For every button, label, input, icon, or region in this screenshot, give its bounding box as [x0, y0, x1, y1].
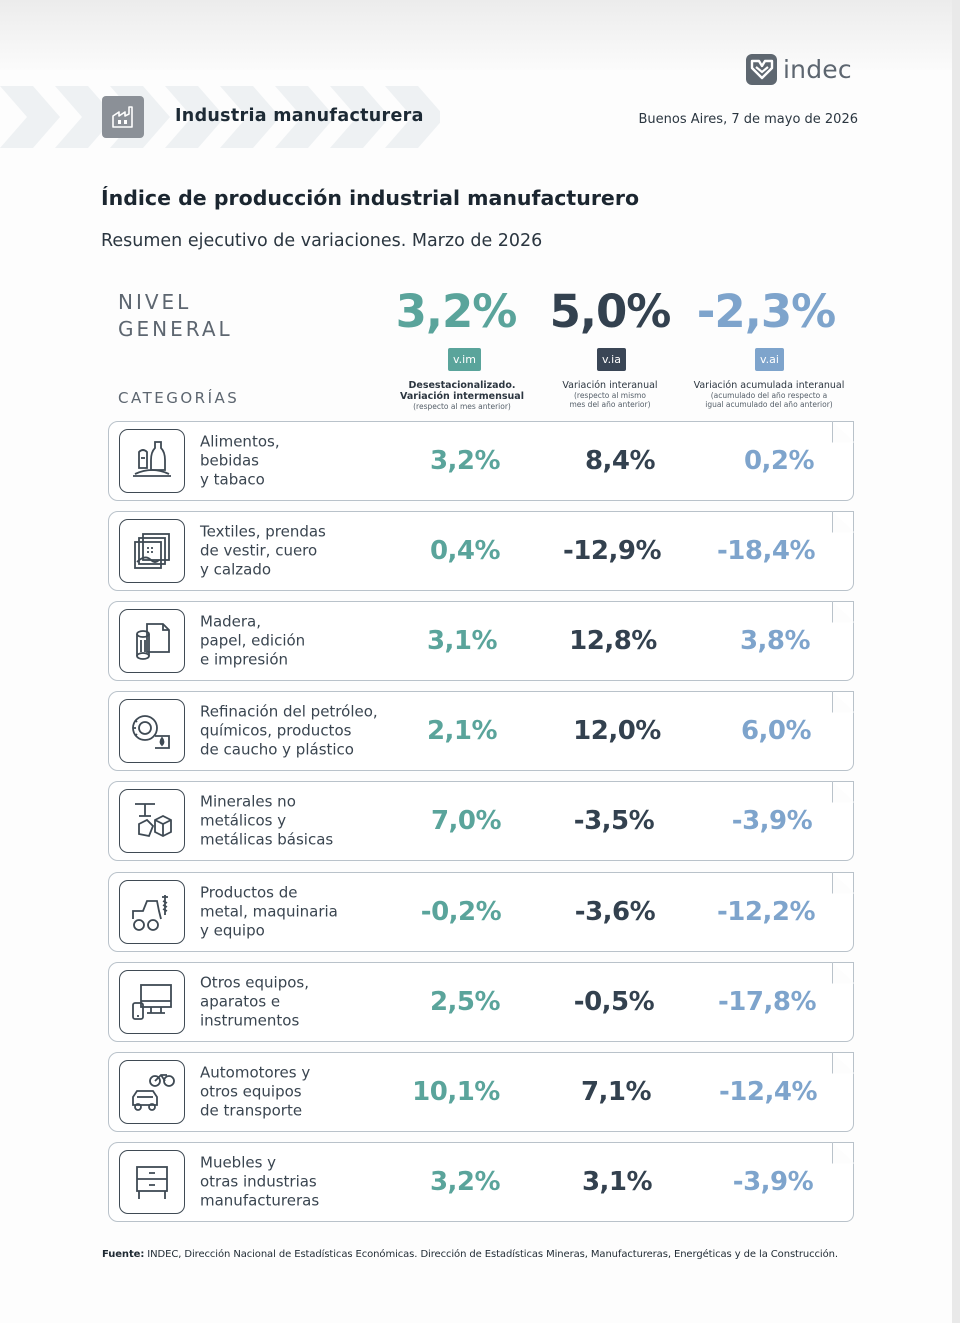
value-vim: -0,2%: [420, 897, 502, 927]
value-vai: 6,0%: [740, 716, 812, 746]
indec-logo: indec: [746, 52, 852, 86]
badge-vim: v.im: [448, 348, 481, 371]
value-vai: -12,2%: [717, 897, 816, 927]
value-via: 12,8%: [569, 626, 657, 656]
category-label: Textiles, prendas de vestir, cuero y calza…: [200, 522, 326, 579]
value-via: 7,1%: [580, 1077, 652, 1107]
table-row: Refinación del petróleo, químicos, produc…: [108, 691, 854, 771]
column-header-vai: Variación acumulada interanual (acumulad…: [693, 380, 845, 409]
table-row: Madera, papel, edición e impresión 3,1% 12,8…: [108, 601, 854, 681]
category-label: Productos de metal, maquinaria y equipo: [200, 883, 338, 940]
source-note: Fuente: INDEC, Dirección Nacional de Est…: [102, 1249, 838, 1260]
factory-icon: [102, 96, 144, 138]
indec-logo-icon: [746, 53, 777, 85]
value-via: 12,0%: [573, 716, 661, 746]
value-vai: -3,9%: [731, 806, 813, 836]
page-title: Índice de producción industrial manufact…: [101, 186, 640, 210]
value-via: 8,4%: [584, 446, 656, 476]
badge-vai: v.ai: [755, 348, 784, 371]
column-header-via: Variación interanual (respecto al mismo …: [562, 380, 658, 409]
table-row: Minerales no metálicos y metálicas básicas…: [108, 781, 854, 861]
category-label: Refinación del petróleo, químicos, produc…: [200, 702, 378, 759]
value-vai: -17,8%: [718, 987, 817, 1017]
nivel-general-vim: 3,2%: [395, 285, 518, 338]
category-label: Otros equipos, aparatos e instrumentos: [200, 973, 309, 1030]
top-band: [0, 0, 960, 70]
value-vai: -3,9%: [732, 1167, 814, 1197]
value-via: 3,1%: [581, 1167, 653, 1197]
refinery-icon: [119, 699, 185, 763]
table-row: Productos de metal, maquinaria y equipo -0,…: [108, 872, 854, 952]
machinery-icon: [119, 880, 185, 944]
value-via: -0,5%: [573, 987, 655, 1017]
table-row: Automotores y otros equipos de transporte 1…: [108, 1052, 854, 1132]
category-label: Automotores y otros equipos de transporte: [200, 1063, 311, 1120]
badge-via: v.ia: [597, 348, 626, 371]
column-header-vim: Desestacionalizado. Variación intermensu…: [400, 380, 524, 411]
report-date: Buenos Aires, 7 de mayo de 2026: [638, 112, 858, 127]
nivel-general-label: NIVEL GENERAL: [118, 290, 233, 341]
value-vim: 2,1%: [426, 716, 498, 746]
value-vai: -18,4%: [717, 536, 816, 566]
category-label: Alimentos, bebidas y tabaco: [200, 432, 280, 489]
category-label: Minerales no metálicos y metálicas básicas: [200, 792, 334, 849]
section-title: Industria manufacturera: [175, 106, 424, 126]
paper-icon: [119, 609, 185, 673]
table-row: Textiles, prendas de vestir, cuero y calza…: [108, 511, 854, 591]
value-via: -12,9%: [563, 536, 662, 566]
value-vim: 7,0%: [430, 806, 502, 836]
furniture-icon: [119, 1150, 185, 1214]
table-row: Muebles y otras industrias manufactureras 3…: [108, 1142, 854, 1222]
value-vim: 10,1%: [412, 1077, 500, 1107]
textile-icon: [119, 519, 185, 583]
value-vim: 0,4%: [429, 536, 501, 566]
vehicles-icon: [119, 1060, 185, 1124]
minerals-icon: [119, 789, 185, 853]
table-row: Otros equipos, aparatos e instrumentos 2,5%…: [108, 962, 854, 1042]
value-vim: 2,5%: [429, 987, 501, 1017]
page-subtitle: Resumen ejecutivo de variaciones. Marzo …: [101, 231, 543, 251]
food-icon: [119, 429, 185, 493]
indec-logo-text: indec: [783, 54, 852, 84]
category-label: Madera, papel, edición e impresión: [200, 612, 306, 669]
right-edge-band: [952, 0, 960, 1323]
categorias-label: CATEGORÍAS: [118, 389, 240, 407]
table-row: Alimentos, bebidas y tabaco 3,2% 8,4% 0,2%: [108, 421, 854, 501]
value-vim: 3,2%: [429, 446, 501, 476]
value-vim: 3,2%: [429, 1167, 501, 1197]
value-vai: -12,4%: [719, 1077, 818, 1107]
decorative-chevrons: [0, 86, 440, 148]
category-label: Muebles y otras industrias manufactureras: [200, 1153, 320, 1210]
value-vim: 3,1%: [426, 626, 498, 656]
value-via: -3,5%: [573, 806, 655, 836]
value-vai: 0,2%: [743, 446, 815, 476]
nivel-general-vai: -2,3%: [696, 285, 836, 338]
value-vai: 3,8%: [739, 626, 811, 656]
value-via: -3,6%: [574, 897, 656, 927]
nivel-general-via: 5,0%: [549, 285, 672, 338]
devices-icon: [119, 970, 185, 1034]
